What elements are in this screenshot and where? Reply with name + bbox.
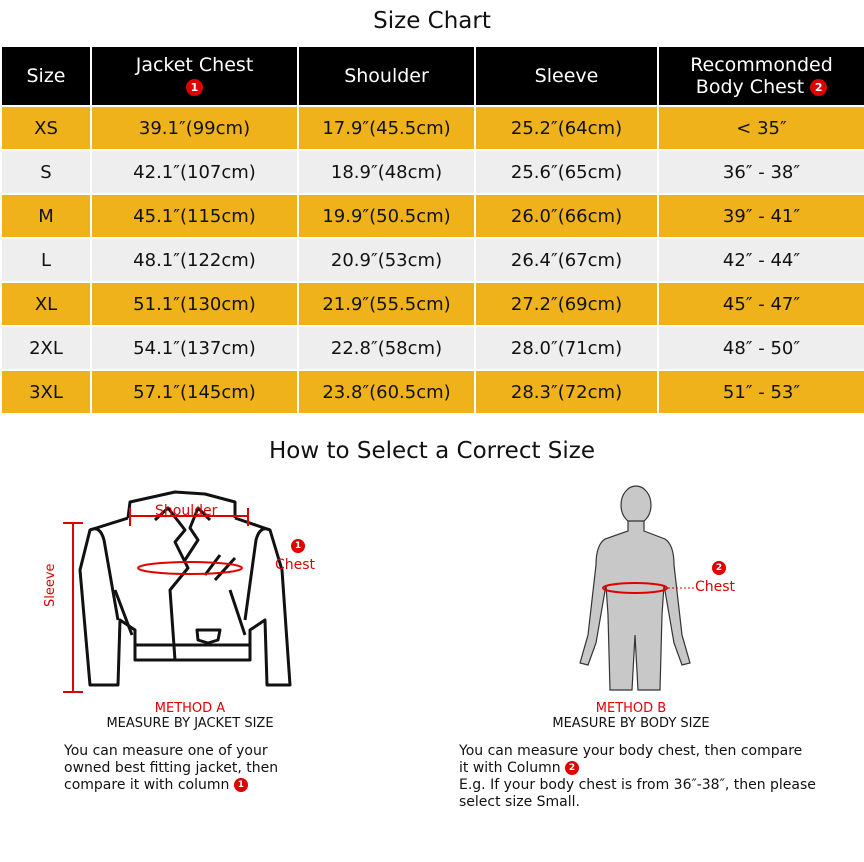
shoulder-label: Shoulder bbox=[155, 503, 218, 519]
table-cell: < 35″ bbox=[657, 105, 864, 151]
table-cell: 25.6″(65cm) bbox=[474, 149, 659, 195]
table-cell: 45.1″(115cm) bbox=[90, 193, 299, 239]
table-row: M 45.1″(115cm) 19.9″(50.5cm) 26.0″(66cm) 39″… bbox=[0, 193, 864, 239]
header-size: Size bbox=[0, 45, 92, 107]
badge-1: 1 bbox=[291, 539, 305, 553]
table-cell: 28.3″(72cm) bbox=[474, 369, 659, 415]
size-table: Size Jacket Chest 1 Shoulder Sleeve Recom… bbox=[0, 45, 864, 415]
howto-title: How to Select a Correct Size bbox=[268, 438, 596, 464]
table-cell: 39″ - 41″ bbox=[657, 193, 864, 239]
table-row: XS 39.1″(99cm) 17.9″(45.5cm) 25.2″(64cm) < 3… bbox=[0, 105, 864, 151]
sleeve-label: Sleeve bbox=[43, 563, 58, 607]
header-jacket-chest: Jacket Chest 1 bbox=[90, 45, 299, 107]
table-cell: 36″ - 38″ bbox=[657, 149, 864, 195]
table-cell: 57.1″(145cm) bbox=[90, 369, 299, 415]
method-b-label: METHOD B bbox=[595, 701, 667, 716]
header-label: Body Chest bbox=[695, 76, 805, 98]
table-cell: 18.9″(48cm) bbox=[297, 149, 476, 195]
table-cell: 17.9″(45.5cm) bbox=[297, 105, 476, 151]
table-cell: 54.1″(137cm) bbox=[90, 325, 299, 371]
table-cell: 21.9″(55.5cm) bbox=[297, 281, 476, 327]
desc-line: owned best fitting jacket, then bbox=[64, 760, 279, 776]
table-cell: 48″ - 50″ bbox=[657, 325, 864, 371]
table-row: S 42.1″(107cm) 18.9″(48cm) 25.6″(65cm) 36″ -… bbox=[0, 149, 864, 195]
body-chest-label: Chest bbox=[695, 579, 736, 595]
body-diagram bbox=[579, 485, 694, 691]
header-body-chest: Recommonded Body Chest 2 bbox=[657, 45, 864, 107]
table-cell: 19.9″(50.5cm) bbox=[297, 193, 476, 239]
table-row: 3XL 57.1″(145cm) 23.8″(60.5cm) 28.3″(72cm) 5… bbox=[0, 369, 864, 415]
method-b-subtitle: MEASURE BY BODY SIZE bbox=[552, 716, 710, 731]
page-title: Size Chart bbox=[373, 8, 491, 34]
table-cell: 42.1″(107cm) bbox=[90, 149, 299, 195]
table-cell: 51″ - 53″ bbox=[657, 369, 864, 415]
table-cell: 28.0″(71cm) bbox=[474, 325, 659, 371]
table-cell: 25.2″(64cm) bbox=[474, 105, 659, 151]
header-sleeve: Sleeve bbox=[474, 45, 659, 107]
table-cell: 42″ - 44″ bbox=[657, 237, 864, 283]
header-label: Jacket Chest bbox=[135, 54, 254, 76]
desc-line: compare it with column bbox=[64, 777, 230, 793]
desc-line: You can measure one of your bbox=[64, 743, 268, 759]
table-cell: 3XL bbox=[0, 369, 92, 415]
table-cell: 26.0″(66cm) bbox=[474, 193, 659, 239]
desc-line: select size Small. bbox=[459, 794, 580, 810]
table-cell: 45″ - 47″ bbox=[657, 281, 864, 327]
table-cell: 27.2″(69cm) bbox=[474, 281, 659, 327]
table-cell: 2XL bbox=[0, 325, 92, 371]
method-a-subtitle: MEASURE BY JACKET SIZE bbox=[106, 716, 274, 731]
table-cell: 26.4″(67cm) bbox=[474, 237, 659, 283]
table-cell: XL bbox=[0, 281, 92, 327]
table-row: 2XL 54.1″(137cm) 22.8″(58cm) 28.0″(71cm) 48″… bbox=[0, 325, 864, 371]
desc-line: You can measure your body chest, then co… bbox=[459, 743, 803, 759]
table-cell: 20.9″(53cm) bbox=[297, 237, 476, 283]
table-cell: 48.1″(122cm) bbox=[90, 237, 299, 283]
desc-line: it with Column bbox=[459, 760, 561, 776]
table-cell: 51.1″(130cm) bbox=[90, 281, 299, 327]
header-shoulder: Shoulder bbox=[297, 45, 476, 107]
method-a-label: METHOD A bbox=[154, 701, 226, 716]
badge-1: 1 bbox=[186, 79, 203, 96]
chest-label: Chest bbox=[275, 557, 316, 573]
desc-line: E.g. If your body chest is from 36″-38″,… bbox=[459, 777, 816, 793]
header-label: Recommonded bbox=[690, 54, 833, 76]
table-cell: 39.1″(99cm) bbox=[90, 105, 299, 151]
badge-2: 2 bbox=[565, 761, 580, 775]
table-row: XL 51.1″(130cm) 21.9″(55.5cm) 27.2″(69cm) 45… bbox=[0, 281, 864, 327]
table-cell: XS bbox=[0, 105, 92, 151]
badge-2: 2 bbox=[810, 79, 828, 96]
table-cell: L bbox=[0, 237, 92, 283]
method-a: METHOD A MEASURE BY JACKET SIZE bbox=[60, 701, 320, 731]
table-cell: 23.8″(60.5cm) bbox=[297, 369, 476, 415]
table-cell: M bbox=[0, 193, 92, 239]
method-b-description: You can measure your body chest, then co… bbox=[459, 743, 816, 811]
badge-2: 2 bbox=[712, 561, 726, 575]
table-row: L 48.1″(122cm) 20.9″(53cm) 26.4″(67cm) 42″ -… bbox=[0, 237, 864, 283]
table-header: Size Jacket Chest 1 Shoulder Sleeve Recom… bbox=[0, 45, 864, 107]
method-a-description: You can measure one of your owned best f… bbox=[64, 743, 278, 794]
table-cell: 22.8″(58cm) bbox=[297, 325, 476, 371]
method-b: METHOD B MEASURE BY BODY SIZE bbox=[500, 701, 762, 731]
jacket-diagram bbox=[63, 490, 292, 693]
table-cell: S bbox=[0, 149, 92, 195]
badge-1: 1 bbox=[233, 778, 248, 792]
